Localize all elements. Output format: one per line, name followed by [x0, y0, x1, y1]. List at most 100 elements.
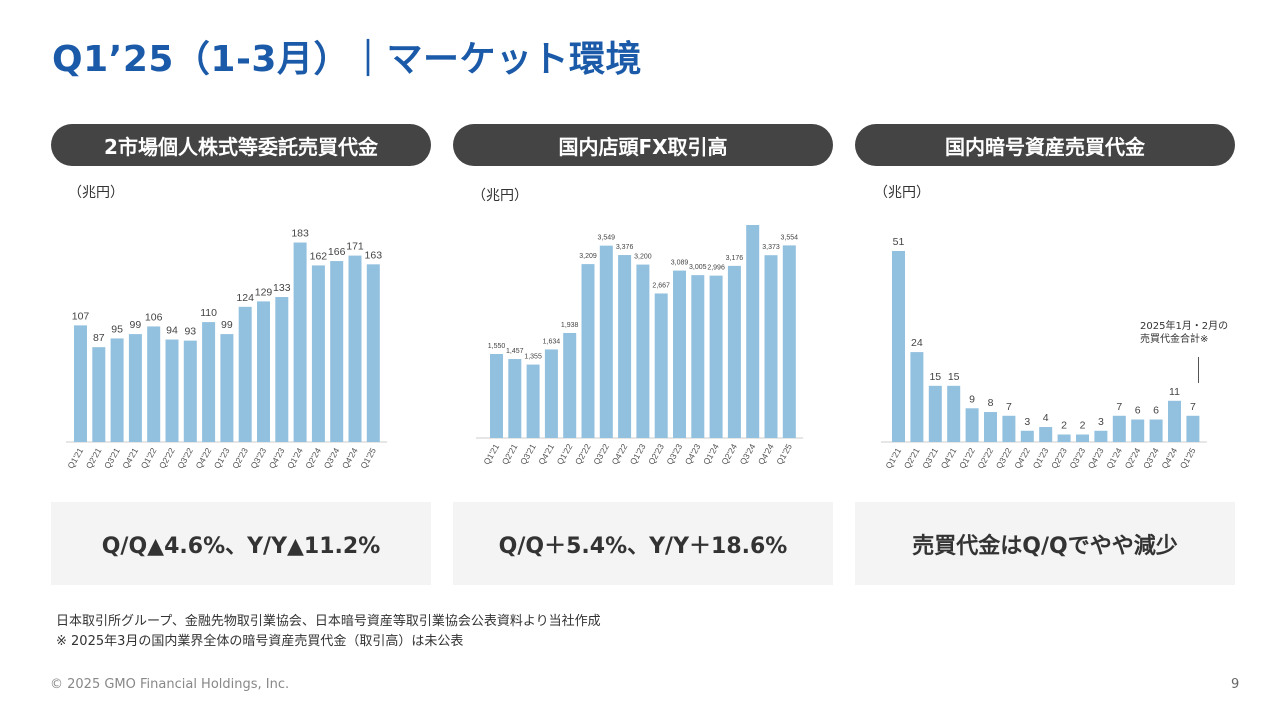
data-label: 7 [1006, 401, 1012, 413]
tick-label: Q4'23 [267, 446, 287, 471]
tick-label: Q2'21 [500, 442, 520, 467]
data-label: 124 [236, 292, 254, 304]
bar [965, 408, 979, 442]
tick-label: Q4'22 [1012, 446, 1032, 471]
bar [1020, 430, 1034, 442]
tick-label: Q4'24 [756, 442, 776, 467]
data-label: 99 [221, 319, 233, 331]
tick-label: Q1'22 [139, 446, 159, 471]
tick-label: Q2'21 [902, 446, 922, 471]
tick-label: Q2'24 [303, 446, 323, 471]
tick-label: Q2'24 [719, 442, 739, 467]
crypto-annotation-line-2: 売買代金合計※ [1140, 334, 1209, 345]
bar [892, 250, 905, 442]
data-label: 94 [166, 325, 178, 337]
bar [563, 332, 577, 438]
tick-label: Q1'25 [358, 446, 378, 471]
data-label: 1,355 [524, 354, 542, 361]
source-note: 日本取引所グループ、金融先物取引業協会、日本暗号資産等取引業協会公表資料より当社… [56, 614, 601, 629]
data-label: 3,200 [634, 254, 652, 261]
data-label: 3 [1024, 416, 1030, 428]
bar [599, 245, 613, 438]
bar [673, 270, 686, 438]
bar [202, 322, 216, 442]
data-label: 1,634 [543, 338, 561, 345]
page-number: 9 [1231, 677, 1240, 692]
bar [1076, 434, 1089, 442]
data-label: 3 [1098, 416, 1104, 428]
summary-stock: Q/Q▲4.6%、Y/Y▲11.2% [51, 502, 431, 585]
tick-label: Q1'24 [285, 446, 305, 471]
tick-label: Q4'24 [340, 446, 360, 471]
bar [1002, 415, 1016, 442]
summary-fx: Q/Q＋5.4%、Y/Y＋18.6% [453, 502, 833, 585]
data-label: 9 [969, 393, 975, 405]
data-label: 3,549 [598, 235, 616, 242]
data-label: 107 [72, 310, 90, 322]
tick-label: Q1'23 [212, 446, 232, 471]
data-label: 7 [1116, 401, 1122, 413]
tick-label: Q4'22 [193, 446, 213, 471]
footnote: ※ 2025年3月の国内業界全体の暗号資産売買代金（取引高）は未公表 [56, 634, 464, 649]
bar [257, 301, 270, 442]
bar [1131, 419, 1145, 442]
data-label: 2 [1061, 420, 1067, 432]
bar [128, 334, 142, 442]
tick-label: Q1'22 [957, 446, 977, 471]
data-label: 3,376 [616, 244, 634, 251]
panel-header-stock: 2市場個人株式等委託売買代金 [51, 124, 431, 166]
fx-volume-bar-chart: 1,550 Q1'21 1,457 Q2'21 1,355 Q3'21 1,634 Q4'21… [476, 225, 804, 467]
bar [526, 364, 540, 438]
summary-crypto: 売買代金はQ/Qでやや減少 [855, 502, 1235, 585]
bar [1039, 427, 1053, 442]
bar [293, 242, 307, 442]
data-label: 6 [1153, 405, 1159, 417]
data-label: 4 [1043, 412, 1049, 424]
tick-label: Q4'21 [536, 442, 556, 467]
bar [782, 245, 796, 438]
bar [764, 255, 778, 438]
bar [110, 338, 124, 442]
crypto-annotation: 2025年1月・2月の 売買代金合計※ [1140, 320, 1228, 346]
bar [238, 306, 252, 442]
tick-label: Q2'23 [646, 442, 666, 467]
data-label: 3,209 [579, 253, 597, 260]
tick-label: Q1'23 [1031, 446, 1051, 471]
unit-label-fx: （兆円） [472, 188, 528, 204]
panel-header-crypto: 国内暗号資産売買代金 [855, 124, 1235, 166]
data-label: 2 [1080, 420, 1086, 432]
bar [691, 275, 705, 438]
data-label: 171 [346, 241, 364, 253]
tick-label: Q1'21 [481, 442, 501, 467]
bar [1149, 419, 1163, 442]
tick-label: Q1'21 [65, 446, 85, 471]
bar [1186, 415, 1200, 442]
bar [654, 293, 668, 438]
tick-label: Q2'22 [157, 446, 177, 471]
tick-label: Q4'24 [1159, 446, 1179, 471]
data-label: 51 [893, 236, 905, 248]
data-label: 3,373 [762, 244, 780, 251]
bar [1112, 415, 1126, 442]
bar [746, 225, 760, 438]
data-label: 163 [365, 249, 383, 261]
data-label: 6 [1135, 405, 1141, 417]
tick-label: Q3'21 [518, 442, 538, 467]
tick-label: Q4'21 [939, 446, 959, 471]
tick-label: Q3'24 [1141, 446, 1161, 471]
bar [1094, 430, 1108, 442]
bar [1057, 434, 1071, 442]
tick-label: Q2'22 [573, 442, 593, 467]
bar [581, 264, 595, 438]
crypto-annotation-pointer [1198, 357, 1199, 383]
data-label: 7 [1190, 401, 1196, 413]
data-label: 15 [948, 371, 960, 383]
data-label: 11 [1169, 386, 1180, 398]
data-label: 2,667 [652, 282, 670, 289]
bar [910, 352, 924, 442]
bar [947, 385, 961, 442]
tick-label: Q3'23 [1067, 446, 1087, 471]
crypto-annotation-line-1: 2025年1月・2月の [1140, 321, 1229, 332]
copyright: © 2025 GMO Financial Holdings, Inc. [50, 677, 290, 692]
tick-label: Q1'24 [701, 442, 721, 467]
